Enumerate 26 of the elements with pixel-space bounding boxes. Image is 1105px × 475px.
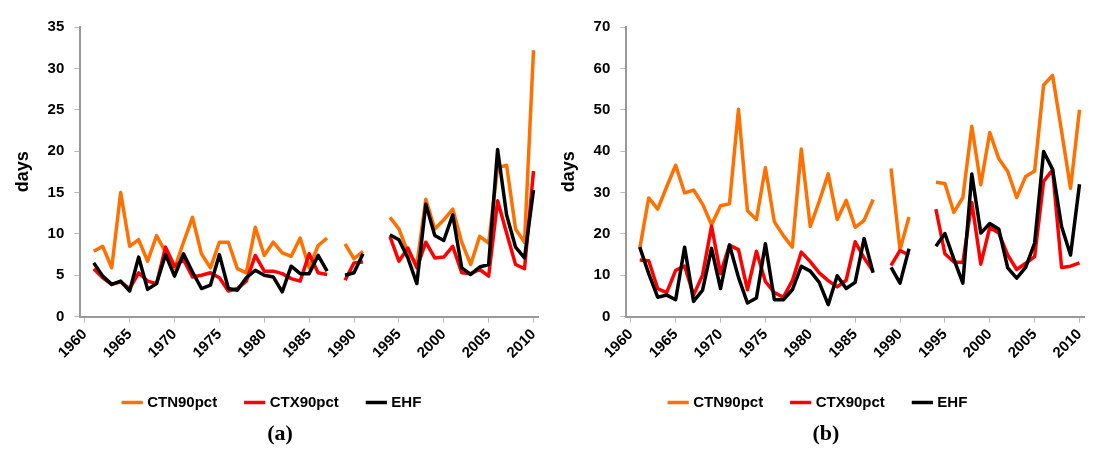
y-tick-label: 60	[593, 58, 611, 76]
text: (b)	[811, 420, 841, 446]
y-tick-label: 15	[47, 182, 65, 200]
y-tick-label: 35	[47, 17, 65, 35]
y-tick-label: 0	[601, 306, 611, 324]
legend-label: EHF	[937, 392, 968, 410]
text: (a)	[266, 420, 294, 446]
y-tick-label: 40	[593, 141, 611, 159]
y-tick-label: 50	[593, 99, 611, 117]
legend-label: CTX90pct	[269, 392, 339, 410]
y-tick-label: 25	[47, 99, 65, 117]
y-tick-label: 20	[593, 224, 611, 242]
legend-label: CTN90pct	[147, 392, 218, 410]
y-tick-label: 70	[593, 17, 611, 35]
y-tick-label: 10	[47, 224, 65, 242]
legend-label: CTN90pct	[693, 392, 764, 410]
y-tick-label: 30	[593, 182, 611, 200]
y-tick-label: 5	[55, 265, 65, 283]
y-axis-title: days	[557, 151, 578, 193]
legend-label: CTX90pct	[815, 392, 885, 410]
y-tick-label: 20	[47, 141, 65, 159]
y-tick-label: 30	[47, 58, 65, 76]
y-tick-label: 10	[593, 265, 611, 283]
y-tick-label: 0	[55, 306, 65, 324]
legend-label: EHF	[391, 392, 422, 410]
y-axis-title: days	[11, 151, 32, 193]
